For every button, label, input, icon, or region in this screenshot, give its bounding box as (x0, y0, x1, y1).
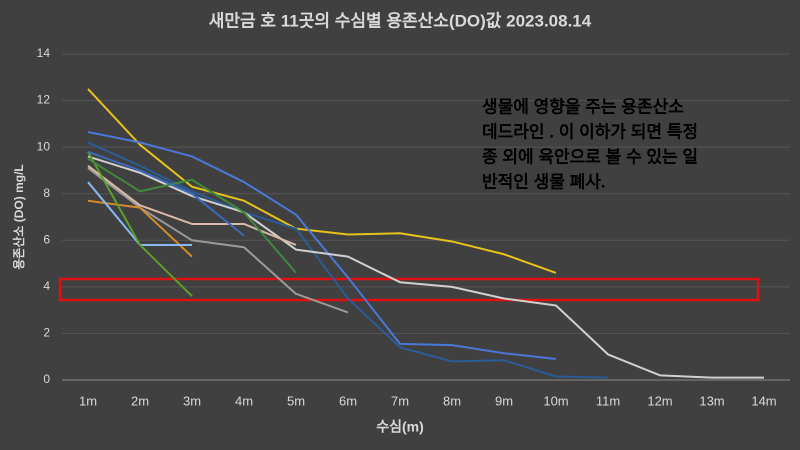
y-tick-label: 2 (43, 326, 50, 340)
x-axis-label: 수심(m) (376, 419, 424, 435)
annotation: 종 외에 육안으로 볼 수 있는 일 (482, 147, 698, 166)
y-tick-label: 4 (43, 279, 50, 293)
y-axis-label: 용존산소 (DO) mg/L (11, 164, 26, 270)
series-line (87, 88, 557, 274)
series-line (87, 151, 193, 297)
y-tick-label: 14 (37, 46, 51, 60)
y-tick-label: 12 (37, 93, 51, 107)
x-tick-label: 12m (647, 393, 672, 408)
x-tick-label: 6m (339, 393, 357, 408)
annotation: 생물에 영향을 주는 용존산소 (482, 96, 684, 116)
series-line (87, 155, 764, 379)
y-tick-label: 0 (43, 372, 50, 386)
x-tick-label: 7m (391, 393, 409, 408)
deadline-box (58, 277, 760, 302)
annotation: 반적인 생물 폐사. (482, 172, 606, 191)
y-tick-label: 6 (43, 232, 50, 246)
x-tick-label: 2m (131, 393, 149, 408)
series-line (87, 199, 193, 258)
x-tick-label: 3m (183, 393, 201, 408)
x-tick-label: 13m (699, 393, 724, 408)
series-line (87, 157, 297, 274)
series-line (87, 164, 297, 246)
x-tick-label: 9m (495, 393, 513, 408)
x-tick-label: 8m (443, 393, 461, 408)
series-line (87, 131, 557, 361)
chart-title: 새만금 호 11곳의 수심별 용존산소(DO)값 2023.08.14 (209, 11, 592, 30)
x-tick-label: 10m (543, 393, 568, 408)
x-tick-label: 11m (596, 393, 620, 408)
series-line (87, 167, 349, 314)
y-tick-label: 10 (37, 139, 51, 153)
x-tick-label: 1m (79, 393, 97, 408)
annotation: 데드라인 . 이 이하가 되면 특정 (482, 122, 698, 141)
y-tick-label: 8 (43, 186, 50, 200)
series-line (87, 150, 245, 237)
x-tick-label: 5m (287, 393, 305, 408)
x-tick-label: 4m (235, 393, 253, 408)
x-tick-label: 14m (751, 393, 776, 408)
